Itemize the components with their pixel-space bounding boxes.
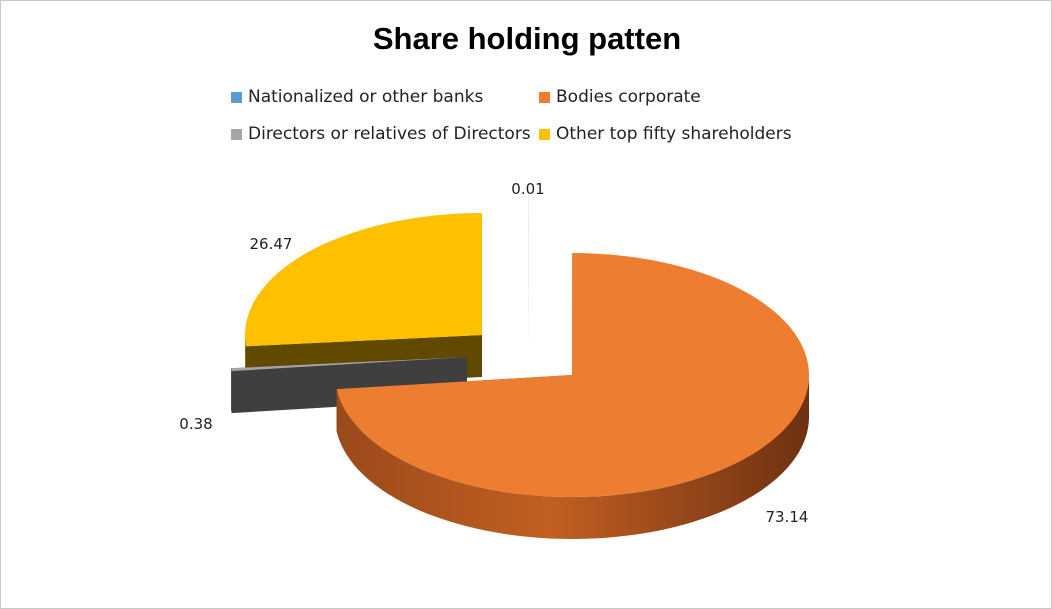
data-label-nationalized: 0.01 [511, 180, 544, 198]
legend-swatch-bodies-corporate [539, 91, 550, 103]
pie-slice-side-directors [231, 368, 232, 414]
chart-title: Share holding patten [372, 21, 682, 56]
legend-label-nationalized: Nationalized or other banks [248, 87, 484, 107]
legend-item-nationalized: Nationalized or other banks [231, 87, 483, 107]
pie-slice-top-directors [231, 357, 467, 372]
legend-item-other-top-fifty: Other top fifty shareholders [539, 124, 792, 144]
data-label-directors: 0.38 [179, 415, 212, 433]
pie-slice-top-bodies-corporate [336, 253, 809, 497]
data-label-other-top-fifty: 26.47 [250, 235, 293, 253]
legend-label-directors: Directors or relatives of Directors [248, 124, 531, 144]
legend-swatch-other-top-fifty [539, 128, 550, 140]
pie-slice-top-other-top-fifty [245, 213, 482, 347]
legend-item-bodies-corporate: Bodies corporate [539, 87, 701, 107]
legend-label-bodies-corporate: Bodies corporate [556, 87, 701, 107]
legend-label-other-top-fifty: Other top fifty shareholders [556, 124, 792, 144]
data-label-bodies-corporate: 73.14 [766, 508, 809, 526]
legend-item-directors: Directors or relatives of Directors [231, 124, 531, 144]
legend-swatch-nationalized [231, 91, 242, 103]
pie-slice-side-bodies-corporate [336, 375, 809, 539]
pie-slice-bodies-corporate [336, 253, 809, 539]
legend-swatch-directors [231, 128, 242, 140]
